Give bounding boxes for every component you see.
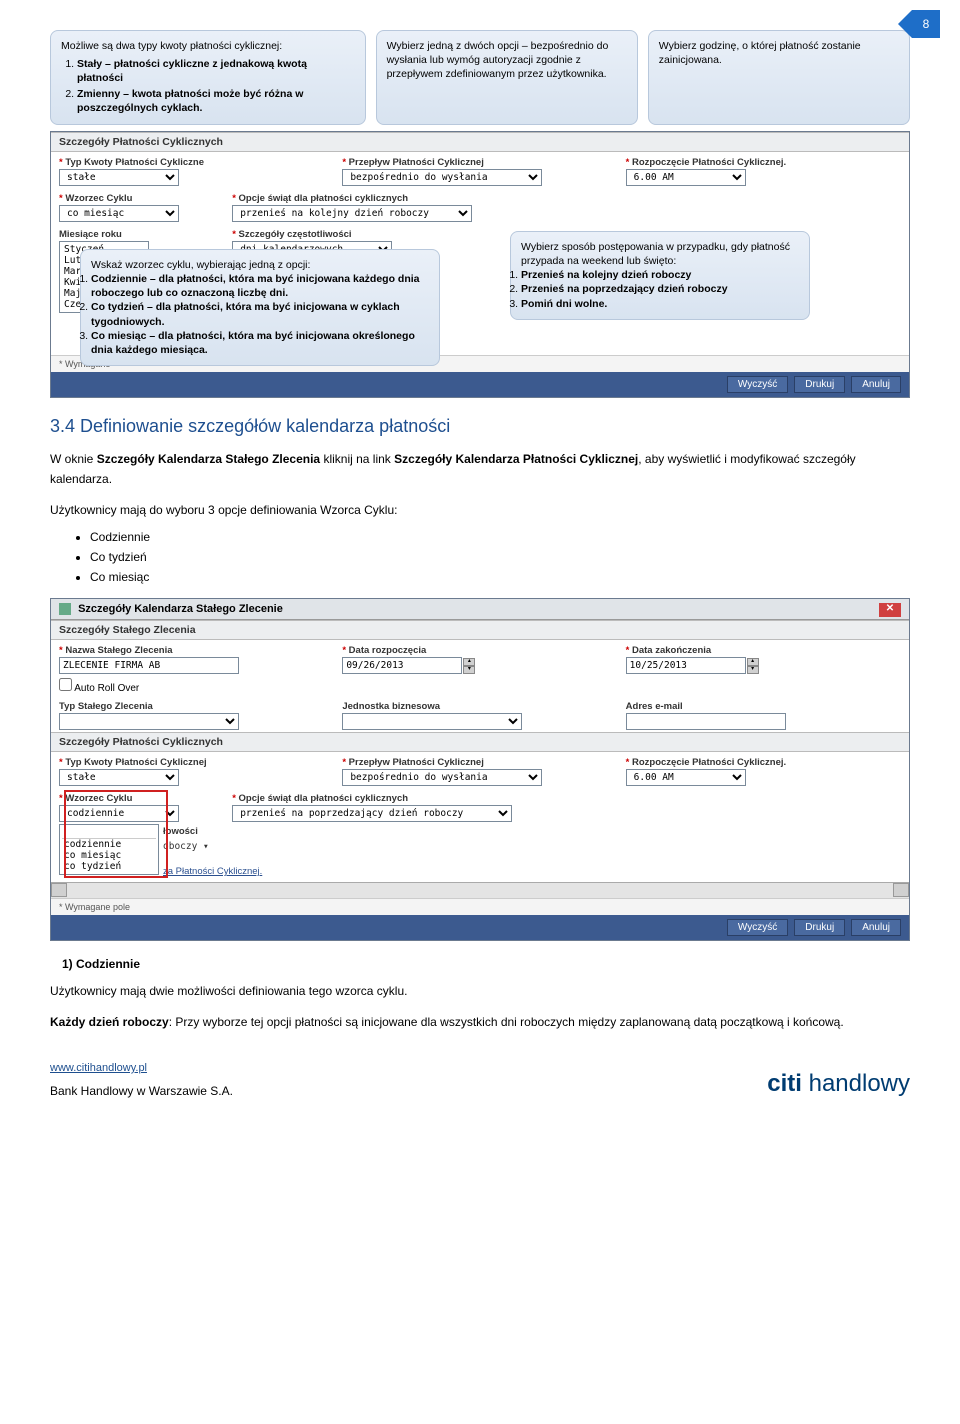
list-item: Co miesiąc xyxy=(90,570,910,584)
label: Przepływ Płatności Cyklicznej xyxy=(349,757,484,768)
label: Typ Stałego Zlecenia xyxy=(59,701,334,712)
scroll-left-icon[interactable] xyxy=(51,883,67,897)
paragraph: Użytkownicy mają do wyboru 3 opcje defin… xyxy=(50,500,910,520)
close-icon[interactable]: ✕ xyxy=(879,603,901,617)
spin-down-icon[interactable]: ▾ xyxy=(747,666,759,674)
footer-bank: Bank Handlowy w Warszawie S.A. xyxy=(50,1084,233,1098)
section-header: Szczegóły Stałego Zlecenia xyxy=(51,620,909,640)
select-holiday2[interactable]: przenieś na poprzedzający dzień roboczy xyxy=(232,805,512,822)
button-bar: Wyczyść Drukuj Anuluj xyxy=(51,915,909,940)
select-pattern2[interactable]: codziennie xyxy=(59,805,179,822)
spin-down-icon[interactable]: ▾ xyxy=(463,666,475,674)
panel-calendar-dialog: Szczegóły Kalendarza Stałego Zlecenie ✕ … xyxy=(50,598,910,941)
list-item: Codziennie xyxy=(90,530,910,544)
button-bar: Wyczyść Drukuj Anuluj xyxy=(51,372,909,397)
callout-flow: Wybierz jedną z dwóch opcji – bezpośredn… xyxy=(376,30,638,125)
email-input[interactable] xyxy=(626,713,786,730)
window-icon xyxy=(59,603,71,615)
label: Nazwa Stałego Zlecenia xyxy=(65,645,172,656)
callout-pattern: Wskaż wzorzec cyklu, wybierając jedną z … xyxy=(80,249,440,366)
start-date-input[interactable] xyxy=(342,657,462,674)
select-holiday[interactable]: przenieś na kolejny dzień roboczy xyxy=(232,205,472,222)
paragraph: Każdy dzień roboczy: Przy wyborze tej op… xyxy=(50,1012,910,1032)
select-pattern[interactable]: co miesiąc xyxy=(59,205,179,222)
label: Rozpoczęcie Płatności Cyklicznej. xyxy=(632,157,786,168)
end-date-input[interactable] xyxy=(626,657,746,674)
select-start2[interactable]: 6.00 AM xyxy=(626,769,746,786)
select-start[interactable]: 6.00 AM xyxy=(626,169,746,186)
window-title: Szczegóły Kalendarza Stałego Zlecenie ✕ xyxy=(51,599,909,620)
clear-button[interactable]: Wyczyść xyxy=(727,919,788,936)
paragraph: Użytkownicy mają dwie możliwości definio… xyxy=(50,981,910,1001)
callout-item: Stały – płatności cykliczne z jednakową … xyxy=(77,57,355,85)
label: Data zakończenia xyxy=(632,645,711,656)
print-button[interactable]: Drukuj xyxy=(794,376,845,393)
label: Miesiące roku xyxy=(59,229,224,240)
select-type2[interactable]: stałe xyxy=(59,769,179,786)
label: Opcje świąt dla płatności cyklicznych xyxy=(239,793,408,804)
label: Data rozpoczęcia xyxy=(349,645,427,656)
auto-rollover-checkbox[interactable]: Auto Roll Over xyxy=(59,683,139,694)
clear-button[interactable]: Wyczyść xyxy=(727,376,788,393)
label: Adres e-mail xyxy=(626,701,901,712)
label: Rozpoczęcie Płatności Cyklicznej. xyxy=(632,757,786,768)
list-item: Co tydzień xyxy=(90,550,910,564)
pattern-dropdown-open[interactable]: codziennie co miesiąc co tydzień xyxy=(59,824,159,875)
cancel-button[interactable]: Anuluj xyxy=(851,376,901,393)
page-number-badge: 8 xyxy=(912,10,940,38)
select-order-type[interactable] xyxy=(59,713,239,730)
options-list: Codziennie Co tydzień Co miesiąc xyxy=(90,530,910,584)
cancel-button[interactable]: Anuluj xyxy=(851,919,901,936)
cyclic-link[interactable]: za Płatności Cyklicznej. xyxy=(163,866,262,877)
label: Przepływ Płatności Cyklicznej xyxy=(349,157,484,168)
subheading: 1) Codziennie xyxy=(62,957,910,971)
callout-types: Możliwe są dwa typy kwoty płatności cykl… xyxy=(50,30,366,125)
citi-logo: citi handlowy xyxy=(767,1070,910,1098)
label: Typ Kwoty Płatności Cyklicznej xyxy=(65,757,206,768)
label: Wzorzec Cyklu xyxy=(65,793,132,804)
scrollbar[interactable] xyxy=(51,882,909,898)
paragraph: W oknie Szczegóły Kalendarza Stałego Zle… xyxy=(50,449,910,490)
section-header: Szczegóły Płatności Cyklicznych xyxy=(51,132,909,152)
footer-link[interactable]: www.citihandlowy.pl xyxy=(50,1062,147,1074)
select-flow2[interactable]: bezpośrednio do wysłania xyxy=(342,769,542,786)
select-type[interactable]: stałe xyxy=(59,169,179,186)
callout-holiday: Wybierz sposób postępowania w przypadku,… xyxy=(510,231,810,320)
section-heading: 3.4 Definiowanie szczegółów kalendarza p… xyxy=(50,416,910,437)
select-flow[interactable]: bezpośrednio do wysłania xyxy=(342,169,542,186)
label: Wzorzec Cyklu xyxy=(65,193,132,204)
spin-up-icon[interactable]: ▴ xyxy=(463,658,475,666)
label: Typ Kwoty Płatności Cykliczne xyxy=(65,157,204,168)
label: Szczegóły częstotliwości xyxy=(239,229,352,240)
callout-item: Zmienny – kwota płatności może być różna… xyxy=(77,87,355,115)
spin-up-icon[interactable]: ▴ xyxy=(747,658,759,666)
callout-time: Wybierz godzinę, o której płatność zosta… xyxy=(648,30,910,125)
callout-text: Możliwe są dwa typy kwoty płatności cykl… xyxy=(61,39,355,53)
scroll-right-icon[interactable] xyxy=(893,883,909,897)
callout-row-top: Możliwe są dwa typy kwoty płatności cykl… xyxy=(50,30,910,125)
section-header: Szczegóły Płatności Cyklicznych xyxy=(51,732,909,752)
select-unit[interactable] xyxy=(342,713,522,730)
name-input[interactable] xyxy=(59,657,239,674)
required-note: * Wymagane pole xyxy=(51,898,909,915)
print-button[interactable]: Drukuj xyxy=(794,919,845,936)
label: Opcje świąt dla płatności cyklicznych xyxy=(239,193,408,204)
label: Jednostka biznesowa xyxy=(342,701,617,712)
